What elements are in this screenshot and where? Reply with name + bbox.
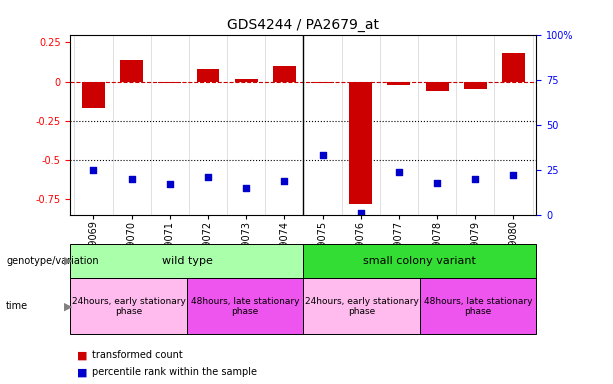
Point	[165, 181, 175, 187]
Point	[356, 210, 365, 216]
Bar	[303, 278, 420, 334]
Bar	[70, 244, 303, 278]
Point	[88, 167, 98, 173]
Point	[127, 176, 137, 182]
Point	[470, 176, 480, 182]
Text: transformed count: transformed count	[92, 350, 183, 360]
Text: ▶: ▶	[64, 301, 72, 311]
Point	[318, 152, 327, 159]
Bar	[158, 82, 181, 83]
Point	[242, 185, 251, 191]
Point	[394, 169, 404, 175]
Bar	[311, 82, 334, 83]
Text: small colony variant: small colony variant	[364, 256, 476, 266]
Text: ■: ■	[77, 350, 87, 360]
Bar	[420, 278, 536, 334]
Bar	[502, 53, 525, 82]
Title: GDS4244 / PA2679_at: GDS4244 / PA2679_at	[227, 18, 379, 32]
Point	[509, 172, 519, 179]
Bar	[273, 66, 296, 82]
Point	[280, 178, 289, 184]
Text: 48hours, late stationary
phase: 48hours, late stationary phase	[424, 296, 532, 316]
Bar	[197, 69, 219, 82]
Bar	[387, 82, 410, 85]
Text: wild type: wild type	[162, 256, 212, 266]
Point	[203, 174, 213, 180]
Text: 24hours, early stationary
phase: 24hours, early stationary phase	[305, 296, 419, 316]
Text: percentile rank within the sample: percentile rank within the sample	[92, 367, 257, 377]
Bar	[120, 60, 143, 82]
Bar	[464, 82, 487, 89]
Text: 48hours, late stationary
phase: 48hours, late stationary phase	[191, 296, 299, 316]
Bar	[303, 244, 536, 278]
Point	[432, 179, 442, 185]
Text: ▶: ▶	[64, 256, 72, 266]
Text: ■: ■	[77, 367, 87, 377]
Bar	[235, 78, 257, 82]
Bar	[82, 82, 105, 108]
Bar	[187, 278, 303, 334]
Bar	[70, 278, 187, 334]
Text: time: time	[6, 301, 28, 311]
Bar	[349, 82, 372, 204]
Text: 24hours, early stationary
phase: 24hours, early stationary phase	[72, 296, 186, 316]
Text: genotype/variation: genotype/variation	[6, 256, 99, 266]
Bar	[425, 82, 449, 91]
